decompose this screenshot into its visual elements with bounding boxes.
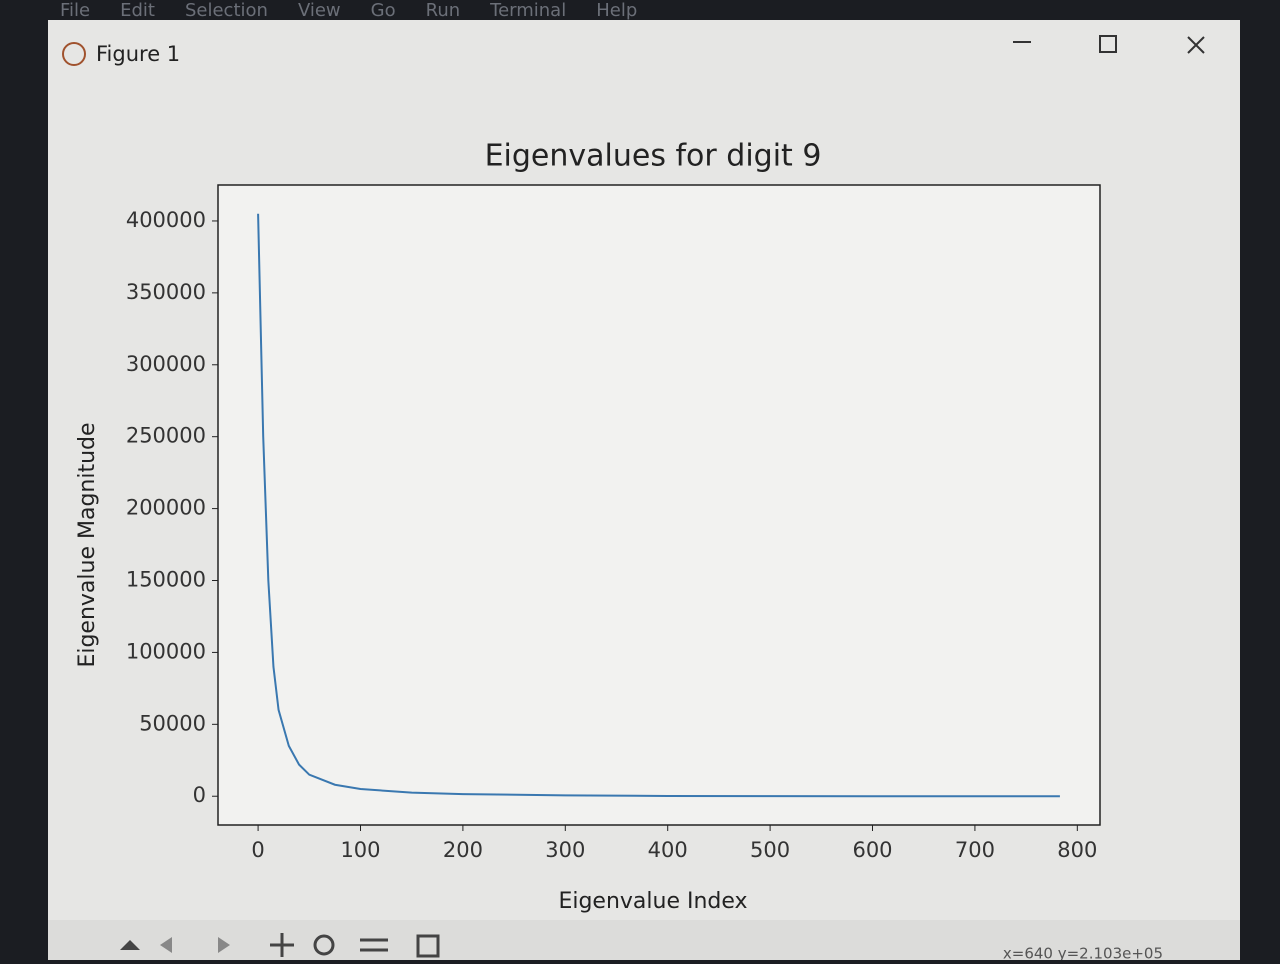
y-tick-label: 300000 xyxy=(126,352,206,376)
menu-item[interactable]: File xyxy=(60,0,91,21)
menu-bar: File Edit Selection View Go Run Terminal Help xyxy=(60,0,637,22)
y-tick-label: 50000 xyxy=(139,711,206,735)
data-line xyxy=(257,213,1060,798)
y-tick-label: 200000 xyxy=(126,496,206,520)
y-axis-label: Eigenvalue Magnitude xyxy=(75,422,100,667)
forward-button[interactable] xyxy=(218,937,230,953)
maximize-button[interactable] xyxy=(1099,35,1117,53)
chart-title: Eigenvalues for digit 9 xyxy=(485,139,822,174)
pan-button[interactable] xyxy=(270,933,294,957)
menu-item[interactable]: Edit xyxy=(120,0,155,21)
x-tick-label: 700 xyxy=(955,838,995,862)
x-tick-label: 400 xyxy=(648,838,688,862)
window-title: Figure 1 xyxy=(96,42,180,66)
save-button[interactable] xyxy=(416,934,440,958)
toolbar xyxy=(48,920,1240,960)
menu-item[interactable]: Terminal xyxy=(490,0,567,21)
menu-item[interactable]: View xyxy=(297,0,341,21)
status-text: x=640 y=2.103e+05 xyxy=(1003,945,1163,961)
x-tick-label: 500 xyxy=(750,838,790,862)
menu-item[interactable]: Selection xyxy=(184,0,268,21)
x-tick-label: 300 xyxy=(545,838,585,862)
zoom-button[interactable] xyxy=(313,934,335,956)
y-tick-label: 350000 xyxy=(126,280,206,304)
x-tick-label: 0 xyxy=(251,838,264,862)
x-tick-label: 200 xyxy=(443,838,483,862)
y-tick-label: 100000 xyxy=(126,639,206,663)
close-button[interactable] xyxy=(1187,36,1205,54)
y-tick-label: 400000 xyxy=(126,208,206,232)
figure-window: Figure 1 x=640 y=2.103e+05 Eigenvalues f… xyxy=(48,20,1240,963)
configure-button[interactable] xyxy=(360,938,388,952)
home-button[interactable] xyxy=(120,940,140,950)
chart: Eigenvalues for digit 9 Eigenvalue Index… xyxy=(75,139,1101,914)
window-content: Figure 1 x=640 y=2.103e+05 Eigenvalues f… xyxy=(48,35,1240,963)
menu-item[interactable]: Run xyxy=(425,0,461,21)
y-tick-label: 0 xyxy=(193,783,206,807)
x-axis-label: Eigenvalue Index xyxy=(558,889,747,914)
plot-area xyxy=(217,184,1101,826)
menu-item[interactable]: Go xyxy=(370,0,396,21)
y-tick-label: 250000 xyxy=(126,424,206,448)
y-tick-label: 150000 xyxy=(126,568,206,592)
menu-item[interactable]: Help xyxy=(596,0,638,21)
x-tick-label: 600 xyxy=(852,838,892,862)
x-tick-label: 100 xyxy=(340,838,380,862)
app-icon xyxy=(62,42,86,66)
back-button[interactable] xyxy=(160,937,172,953)
x-tick-label: 800 xyxy=(1057,838,1097,862)
